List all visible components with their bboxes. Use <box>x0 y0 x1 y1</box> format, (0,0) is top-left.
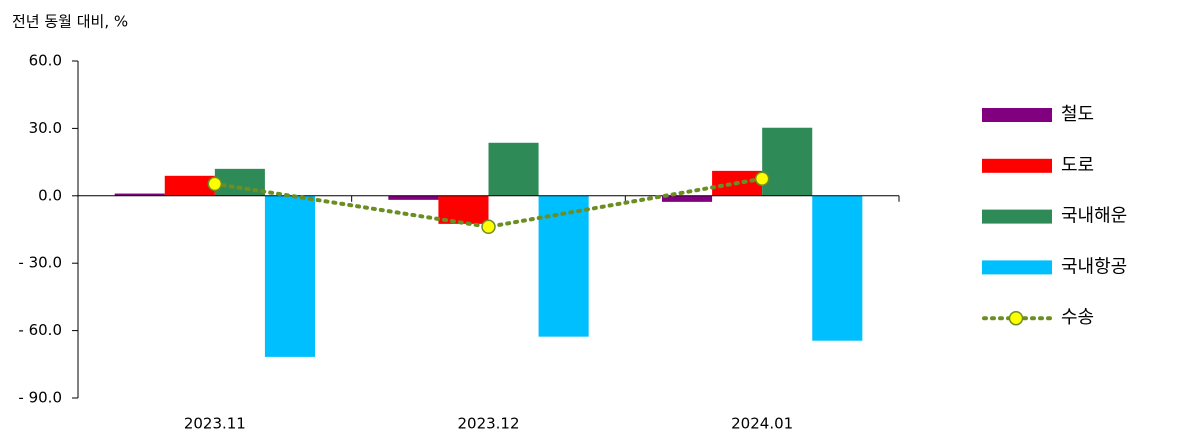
bar <box>812 195 863 341</box>
line-marker <box>207 176 223 192</box>
bar <box>488 142 539 196</box>
line-marker <box>481 219 496 235</box>
legend-label: 국내항공 <box>1061 256 1127 277</box>
y-axis-title: 전년 동월 대비, % <box>12 13 128 31</box>
legend-label: 철도 <box>1061 104 1094 125</box>
legend-swatch <box>1008 310 1024 326</box>
bar <box>164 175 215 196</box>
legend-label: 국내해운 <box>1061 206 1127 227</box>
y-tick-label: 60.0 <box>29 52 62 70</box>
bar <box>264 195 315 357</box>
legend-label: 수송 <box>1061 307 1094 328</box>
legend-swatch <box>982 108 1052 122</box>
y-tick-label: 30.0 <box>29 119 62 137</box>
legend-swatch <box>982 158 1052 173</box>
legend-label: 도로 <box>1061 155 1094 176</box>
line-marker <box>754 171 770 186</box>
line <box>212 176 765 229</box>
bar <box>388 195 439 200</box>
x-tick-label: 2023.12 <box>457 415 519 433</box>
y-tick-label: - 60.0 <box>18 321 62 339</box>
x-tick-label: 2023.11 <box>184 415 246 433</box>
y-tick-label: - 30.0 <box>18 254 62 272</box>
bar <box>762 127 813 196</box>
y-tick-label: - 90.0 <box>18 389 62 407</box>
legend-swatch <box>982 209 1052 224</box>
bar <box>538 195 589 337</box>
y-tick-label: 0.0 <box>38 186 62 204</box>
legend-swatch <box>982 260 1052 275</box>
x-tick-label: 2024.01 <box>731 415 793 433</box>
bar <box>662 195 713 202</box>
bar <box>114 193 165 196</box>
